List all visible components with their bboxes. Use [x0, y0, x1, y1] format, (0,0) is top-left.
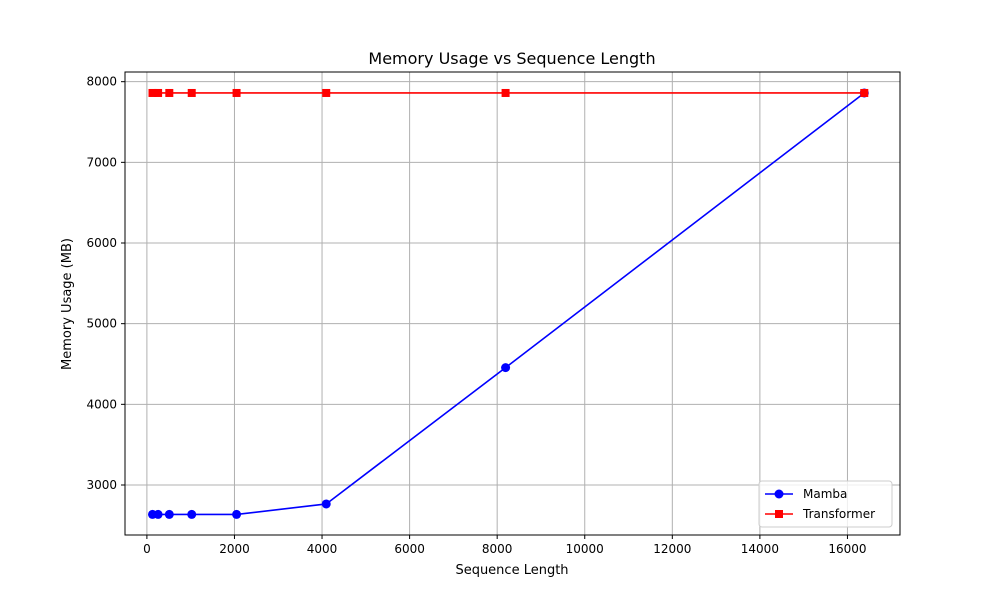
y-tick-label: 4000 [86, 397, 117, 411]
axis-ticks: 0 2000 4000 6000 8000 10000 12000 14000 16000 300… [86, 75, 866, 556]
y-tick-label: 8000 [86, 75, 117, 89]
y-tick-label: 7000 [86, 155, 117, 169]
transformer-point [232, 88, 241, 97]
x-tick-label: 6000 [394, 542, 425, 556]
transformer-point [165, 88, 174, 97]
y-tick-label: 3000 [86, 478, 117, 492]
x-tick-label: 4000 [307, 542, 338, 556]
x-tick-label: 12000 [653, 542, 691, 556]
legend: Mamba Transformer [758, 480, 893, 528]
legend-transformer-marker [775, 510, 783, 518]
plot-frame [124, 71, 901, 536]
y-tick-label: 5000 [86, 317, 117, 331]
legend-transformer-label: Transformer [802, 507, 875, 521]
chart-title: Memory Usage vs Sequence Length [368, 49, 655, 68]
x-tick-label: 8000 [482, 542, 513, 556]
mamba-point [501, 363, 511, 373]
transformer-point [187, 88, 196, 97]
mamba-point [187, 509, 197, 519]
x-tick-label: 14000 [741, 542, 779, 556]
y-axis-label: Memory Usage (MB) [60, 238, 75, 370]
mamba-point [153, 509, 163, 519]
x-tick-label: 0 [143, 542, 151, 556]
mamba-point [321, 499, 331, 509]
x-tick-label: 10000 [566, 542, 604, 556]
mamba-point [232, 509, 242, 519]
transformer-point [322, 88, 331, 97]
series-transformer [148, 88, 869, 97]
legend-box [758, 480, 893, 528]
legend-mamba-marker [774, 489, 784, 499]
x-axis-label: Sequence Length [455, 563, 568, 578]
transformer-point [501, 88, 510, 97]
mamba-point [164, 509, 174, 519]
transformer-point [154, 88, 163, 97]
transformer-point [148, 88, 157, 97]
legend-mamba-label: Mamba [803, 487, 847, 501]
transformer-point [860, 88, 869, 97]
x-tick-label: 16000 [828, 542, 866, 556]
series [147, 88, 869, 519]
x-tick-label: 2000 [219, 542, 250, 556]
y-tick-label: 6000 [86, 236, 117, 250]
